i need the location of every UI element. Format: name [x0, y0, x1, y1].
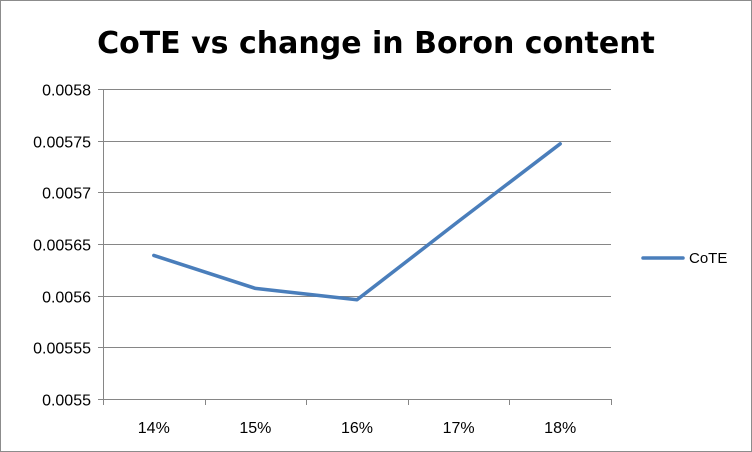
y-tick-label: 0.0057: [42, 186, 91, 203]
x-tick-label: 18%: [544, 420, 576, 437]
x-tick-label: 16%: [341, 420, 373, 437]
series-lines: [152, 142, 562, 302]
series-line-cote: [152, 142, 562, 302]
x-tick-labels: 14% 15% 16% 17% 18%: [138, 420, 576, 437]
y-tick-label: 0.0055: [42, 393, 91, 410]
axes: [98, 89, 612, 405]
x-tick-label: 17%: [443, 420, 475, 437]
y-tick-label: 0.00565: [33, 238, 91, 255]
gridlines: [103, 89, 611, 348]
y-tick-label: 0.00575: [33, 135, 91, 152]
y-tick-label: 0.0058: [42, 83, 91, 100]
y-tick-label: 0.0056: [42, 290, 91, 307]
legend-label: CoTE: [689, 250, 727, 267]
x-tick-label: 15%: [239, 420, 271, 437]
y-tick-label: 0.00555: [33, 341, 91, 358]
y-tick-labels: 0.0055 0.00555 0.0056 0.00565 0.0057 0.00575 0…: [33, 83, 91, 410]
chart-title: CoTE vs change in Boron content: [97, 26, 655, 61]
x-tick-label: 14%: [138, 420, 170, 437]
legend: CoTE: [641, 250, 727, 267]
